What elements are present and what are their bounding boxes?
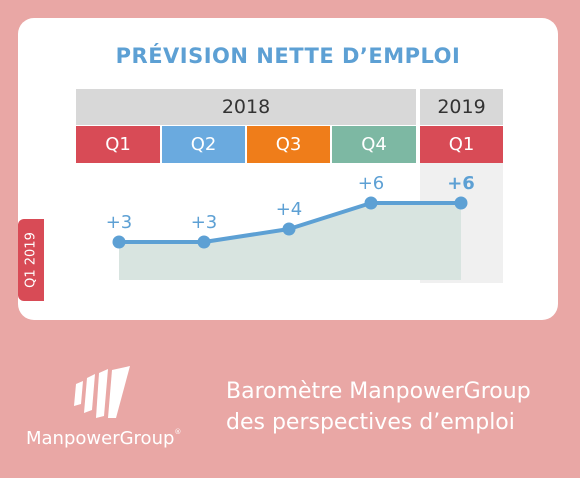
data-point (112, 235, 126, 249)
data-label: +3 (106, 212, 133, 233)
brand-name: ManpowerGroup® (26, 428, 182, 449)
chart-title: PRÉVISION NETTE D’EMPLOI (115, 44, 461, 68)
forecast-area (119, 203, 461, 280)
tagline-line-1: Baromètre ManpowerGroup (226, 379, 531, 404)
data-point (282, 222, 296, 236)
year-header-2018: 2018 (76, 89, 416, 125)
quarter-header-q1-2018: Q1 (76, 126, 160, 163)
period-tab-label: Q1 2019 (23, 232, 39, 288)
data-label: +6 (358, 173, 385, 194)
tagline-line-2: des perspectives d’emploi (226, 410, 515, 435)
data-point (364, 196, 378, 210)
quarter-header-q3-2018: Q3 (247, 126, 330, 163)
manpowergroup-logo-icon (72, 366, 142, 418)
year-header-2019: 2019 (420, 89, 503, 125)
data-label: +6 (447, 173, 475, 194)
data-label: +4 (276, 199, 303, 220)
data-point (197, 235, 211, 249)
data-point (454, 196, 468, 210)
quarter-header-q4-2018: Q4 (332, 126, 416, 163)
period-tab: Q1 2019 (18, 219, 44, 301)
tagline: Baromètre ManpowerGroup des perspectives… (226, 376, 566, 438)
quarter-header-q1-2019: Q1 (420, 126, 503, 163)
data-label: +3 (191, 212, 218, 233)
quarter-header-q2-2018: Q2 (162, 126, 245, 163)
